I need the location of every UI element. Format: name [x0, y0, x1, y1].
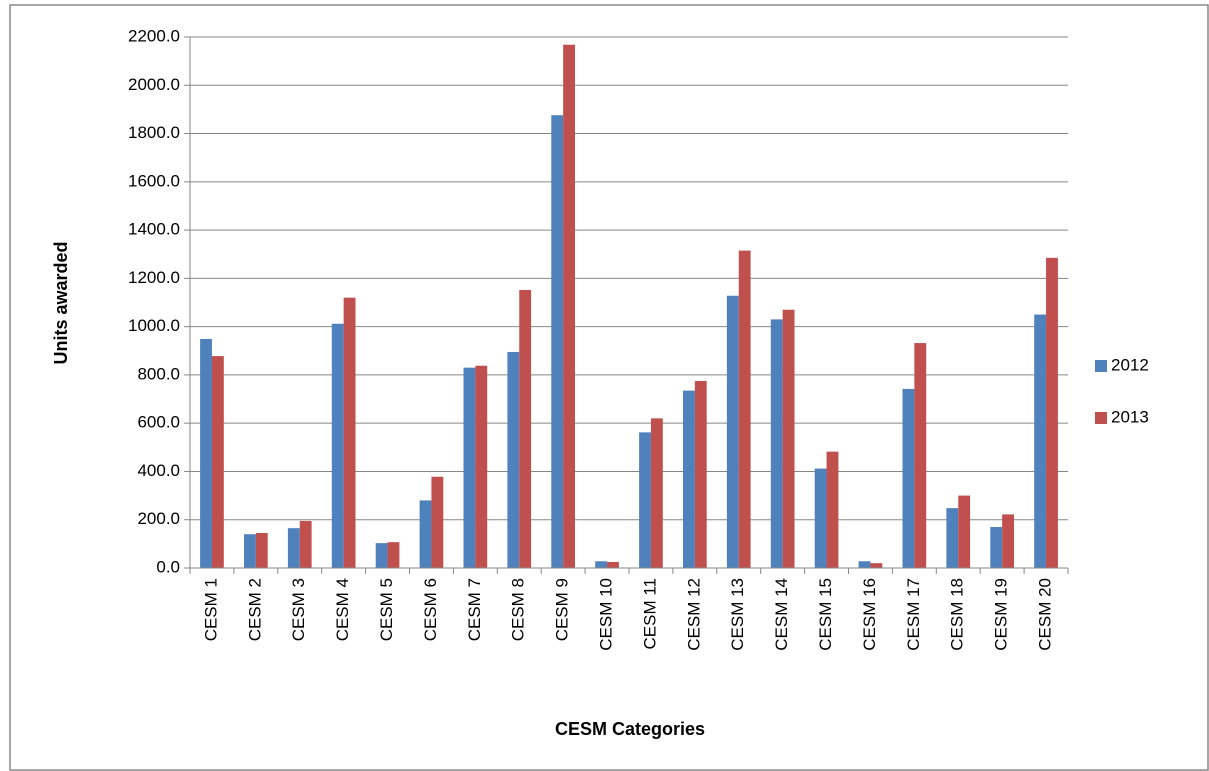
- y-tick-label: 400.0: [137, 461, 180, 480]
- y-axis-title: Units awarded: [51, 241, 71, 364]
- bar: [387, 542, 400, 568]
- x-tick-label: CESM 6: [421, 578, 440, 641]
- bar: [902, 388, 915, 568]
- x-tick-label: CESM 20: [1036, 578, 1055, 651]
- legend-label: 2013: [1111, 407, 1149, 426]
- y-tick-label: 600.0: [137, 413, 180, 432]
- x-tick-label: CESM 9: [553, 578, 572, 641]
- bar: [287, 528, 300, 568]
- y-tick-label: 1600.0: [128, 171, 180, 190]
- x-tick-label: CESM 12: [684, 578, 703, 651]
- bar: [331, 323, 344, 568]
- y-tick-label: 1800.0: [128, 123, 180, 142]
- y-tick-label: 0.0: [156, 557, 180, 576]
- y-tick-label: 2200.0: [128, 26, 180, 45]
- bar: [814, 468, 827, 568]
- bar: [200, 338, 212, 568]
- bar: [726, 295, 739, 568]
- bar: [507, 351, 520, 568]
- x-tick-label: CESM 19: [992, 578, 1011, 651]
- x-tick-label: CESM 4: [333, 578, 352, 641]
- bar: [639, 432, 651, 568]
- x-tick-label: CESM 5: [377, 578, 396, 641]
- bar: [946, 508, 959, 568]
- legend-label: 2012: [1111, 355, 1149, 374]
- x-tick-label: CESM 14: [772, 578, 791, 651]
- bar: [1002, 514, 1015, 568]
- legend-swatch: [1095, 412, 1107, 424]
- x-tick-label: CESM 8: [509, 578, 528, 641]
- bar: [1046, 257, 1058, 568]
- bar: [650, 418, 663, 568]
- bar: [211, 356, 224, 568]
- bar: [431, 476, 444, 568]
- bar: [1034, 314, 1047, 568]
- bar: [770, 319, 783, 568]
- bar: [870, 563, 883, 568]
- bar: [243, 534, 256, 568]
- x-axis-title: CESM Categories: [555, 719, 705, 739]
- legend-swatch: [1095, 360, 1107, 372]
- x-tick-label: CESM 2: [245, 578, 264, 641]
- bar: [694, 380, 707, 568]
- bar: [595, 561, 608, 568]
- bar: [475, 365, 488, 568]
- x-tick-label: CESM 16: [860, 578, 879, 651]
- x-tick-label: CESM 13: [728, 578, 747, 651]
- bar: [738, 250, 751, 568]
- bar: [858, 561, 871, 568]
- y-tick-label: 1200.0: [128, 268, 180, 287]
- y-tick-label: 200.0: [137, 509, 180, 528]
- y-tick-label: 1400.0: [128, 220, 180, 239]
- x-tick-label: CESM 3: [289, 578, 308, 641]
- bar: [551, 115, 564, 569]
- bar: [958, 495, 971, 568]
- x-tick-label: CESM 1: [201, 578, 220, 641]
- bar: [375, 543, 388, 568]
- x-tick-label: CESM 17: [904, 578, 923, 651]
- y-tick-label: 800.0: [137, 364, 180, 383]
- bar: [990, 526, 1003, 568]
- bar: [782, 309, 795, 568]
- bar: [914, 343, 927, 568]
- x-tick-label: CESM 18: [948, 578, 967, 651]
- bar: [343, 297, 356, 568]
- bar: [419, 500, 432, 568]
- bar: [826, 451, 839, 568]
- y-tick-label: 2000.0: [128, 75, 180, 94]
- bar: [463, 367, 476, 568]
- bar: [519, 289, 532, 568]
- bar: [682, 390, 695, 568]
- y-tick-label: 1000.0: [128, 316, 180, 335]
- x-tick-label: CESM 11: [640, 578, 659, 650]
- x-tick-label: CESM 10: [597, 578, 616, 651]
- bar: [607, 561, 619, 568]
- x-tick-label: CESM 15: [816, 578, 835, 651]
- x-tick-label: CESM 7: [465, 578, 484, 641]
- bar: [299, 520, 312, 568]
- bar: [563, 44, 576, 569]
- bar: [255, 533, 268, 568]
